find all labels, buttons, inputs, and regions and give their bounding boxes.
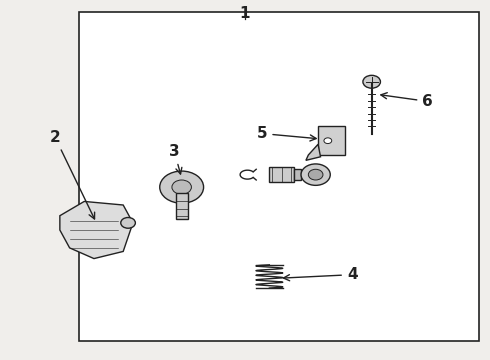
Text: 6: 6	[381, 93, 433, 109]
Circle shape	[172, 180, 192, 194]
Circle shape	[160, 171, 203, 203]
Polygon shape	[306, 144, 320, 160]
Circle shape	[324, 138, 332, 144]
Bar	[176, 193, 188, 219]
Circle shape	[308, 169, 323, 180]
Circle shape	[301, 164, 330, 185]
Text: 2: 2	[49, 130, 95, 219]
Bar	[318, 126, 345, 155]
Text: 1: 1	[240, 6, 250, 21]
Bar	[79, 12, 479, 341]
Polygon shape	[60, 202, 133, 258]
Text: 4: 4	[283, 267, 358, 282]
Text: 3: 3	[169, 144, 182, 174]
Circle shape	[363, 75, 380, 88]
Bar	[294, 169, 301, 180]
Bar	[270, 167, 294, 182]
Circle shape	[121, 217, 135, 228]
Text: 5: 5	[257, 126, 316, 141]
